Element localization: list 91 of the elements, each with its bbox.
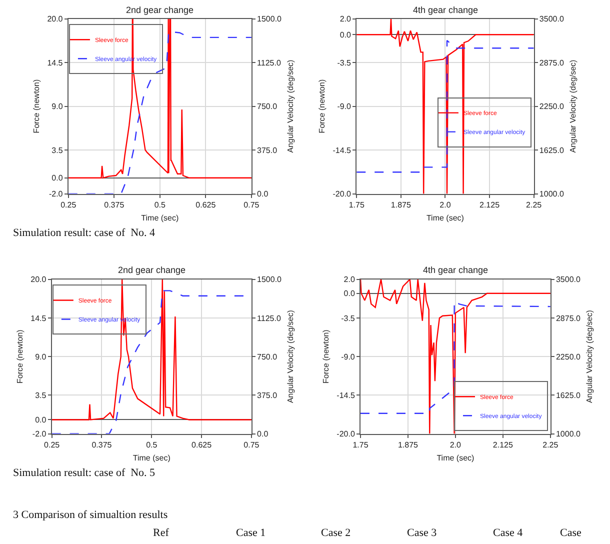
y-tick-label: 14.5 xyxy=(30,314,47,323)
x-tick-label: 0.375 xyxy=(104,200,125,210)
x-tick-label: 1.75 xyxy=(348,200,365,210)
y-tick-label: 2.0 xyxy=(344,275,356,284)
y-tick-label: 14.5 xyxy=(47,58,64,68)
x-tick-label: 0.25 xyxy=(60,200,77,210)
x-tick-label: 1.75 xyxy=(352,440,369,450)
y2-tick-label: 375.0 xyxy=(257,390,278,400)
x-tick-label: 2.25 xyxy=(526,200,542,210)
x-tick-label: 0.5 xyxy=(146,440,158,450)
x-tick-label: 2.25 xyxy=(542,440,559,450)
y2-tick-label: 750.0 xyxy=(257,102,278,112)
x-tick-label: 1.875 xyxy=(390,200,412,210)
y2-tick-label: 1125.0 xyxy=(257,58,282,68)
y2-tick-label: 2875.0 xyxy=(539,58,564,68)
text: Case 1 xyxy=(236,527,266,539)
y-tick-label: -3.5 xyxy=(341,314,356,323)
y2-tick-label: 1000.0 xyxy=(539,190,564,199)
y2-tick-label: 1000.0 xyxy=(556,430,582,439)
y2-axis-title: Angular Velocity (deg/sec) xyxy=(286,310,296,404)
line-series xyxy=(360,300,550,414)
x-tick-label: 0.625 xyxy=(196,200,216,210)
x-tick-label: 2.125 xyxy=(480,200,500,210)
y-tick-label: 20.0 xyxy=(47,14,64,24)
text: Case 4 xyxy=(493,527,524,539)
y2-tick-label: 2875.0 xyxy=(556,314,582,323)
text: Ref xyxy=(153,527,170,539)
y2-axis-title: Angular Velocity (deg/sec) xyxy=(568,59,578,153)
x-tick-label: 0.375 xyxy=(92,440,112,450)
chart-title: 2nd gear change xyxy=(126,5,194,15)
text: Case xyxy=(560,527,582,539)
x-tick-label: 0.625 xyxy=(192,440,212,450)
y2-tick-label: 3500.0 xyxy=(556,275,582,284)
x-tick-label: 2.0 xyxy=(440,200,452,210)
chart-title: 2nd gear change xyxy=(118,265,186,275)
y2-axis-title: Angular Velocity (deg/sec) xyxy=(585,310,594,404)
x-tick-label: 0.5 xyxy=(154,200,166,210)
y-tick-label: 3.5 xyxy=(35,390,47,400)
y-axis-title: Force (newton) xyxy=(321,329,330,384)
y2-tick-label: 0.0 xyxy=(257,190,269,199)
y-tick-label: -14.5 xyxy=(332,146,352,155)
y2-tick-label: 3500.0 xyxy=(539,14,564,24)
x-tick-label: 2.0 xyxy=(450,440,462,450)
text: Simulation result: case of No. 5 xyxy=(13,467,156,479)
y-tick-label: 0.0 xyxy=(340,30,352,40)
y-tick-label: 0.0 xyxy=(344,289,356,298)
y-tick-label: -9.0 xyxy=(341,352,356,362)
x-tick-label: 0.75 xyxy=(244,200,260,210)
x-tick-label: 0.75 xyxy=(244,440,260,450)
y-tick-label: -14.5 xyxy=(336,390,356,400)
y-tick-label: 9.0 xyxy=(35,352,47,362)
text: Case 3 xyxy=(407,527,438,539)
y-axis-title: Force (newton) xyxy=(32,79,41,134)
y-tick-label: 0.0 xyxy=(52,174,64,183)
y2-tick-label: 2250.0 xyxy=(539,102,564,112)
y-tick-label: 20.0 xyxy=(30,275,47,284)
x-axis-title: Time (sec) xyxy=(132,453,171,462)
x-axis-title: Time (sec) xyxy=(141,214,179,223)
y2-tick-label: 1500.0 xyxy=(257,275,282,284)
text: 3 Comparison of simualtion results xyxy=(13,509,168,521)
y2-axis-title: Angular Velocity (deg/sec) xyxy=(286,59,296,153)
chart-title: 4th gear change xyxy=(423,265,488,275)
y2-tick-label: 1625.0 xyxy=(539,146,564,155)
y2-tick-label: 1625.0 xyxy=(556,390,582,400)
y-tick-label: 9.0 xyxy=(52,102,64,112)
y2-tick-label: 2250.0 xyxy=(556,352,582,362)
y-axis-title: Force (newton) xyxy=(317,79,326,134)
y2-tick-label: 750.0 xyxy=(257,352,278,362)
line-series xyxy=(356,40,534,173)
chart-title: 4th gear change xyxy=(413,5,478,15)
x-axis-title: Time (sec) xyxy=(426,214,464,223)
y-tick-label: -3.5 xyxy=(337,58,352,68)
x-tick-label: 0.25 xyxy=(44,440,60,450)
text: Simulation result: case of No. 4 xyxy=(13,227,156,239)
y2-tick-label: 375.0 xyxy=(257,146,278,155)
y-tick-label: -2.0 xyxy=(32,430,47,439)
y2-tick-label: 0.0 xyxy=(257,430,269,439)
text: Case 2 xyxy=(321,527,351,539)
y2-tick-label: 1125.0 xyxy=(257,314,282,323)
y-axis-title: Force (newton) xyxy=(15,329,24,384)
y2-tick-label: 1500.0 xyxy=(257,14,282,24)
y-tick-label: -20.0 xyxy=(336,430,356,439)
y-tick-label: -2.0 xyxy=(48,190,64,199)
x-tick-label: 1.875 xyxy=(398,440,419,450)
y-tick-label: -9.0 xyxy=(337,102,352,112)
y-tick-label: -20.0 xyxy=(332,190,352,199)
x-tick-label: 2.125 xyxy=(492,440,514,450)
y-tick-label: 0.0 xyxy=(35,416,47,425)
y-tick-label: 3.5 xyxy=(52,146,64,155)
x-axis-title: Time (sec) xyxy=(436,453,475,462)
y-tick-label: 2.0 xyxy=(340,14,352,24)
